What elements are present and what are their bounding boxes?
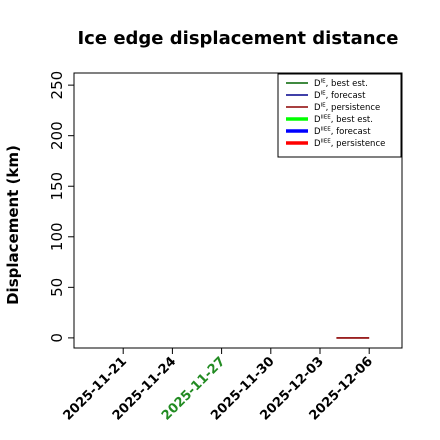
legend-entry: DIIEE, forecast bbox=[314, 127, 371, 138]
y-tick-label: 150 bbox=[48, 172, 66, 201]
y-tick-label: 200 bbox=[48, 121, 66, 150]
y-axis-label: Displacement (km) bbox=[4, 145, 22, 305]
y-tick-label: 0 bbox=[48, 333, 66, 343]
legend-entry: DIIEE, persistence bbox=[314, 139, 385, 150]
legend-entry: DIIEE, best est. bbox=[314, 115, 373, 126]
y-tick-label: 250 bbox=[48, 71, 66, 100]
legend-entry: DIE, forecast bbox=[314, 91, 366, 102]
legend-entry: DIE, persistence bbox=[314, 103, 380, 114]
y-tick-label: 50 bbox=[48, 278, 66, 297]
chart-title: Ice edge displacement distance bbox=[77, 28, 398, 49]
plot-frame bbox=[73, 72, 403, 349]
y-tick-label: 100 bbox=[48, 222, 66, 251]
legend-entry: DIE, best est. bbox=[314, 79, 368, 90]
